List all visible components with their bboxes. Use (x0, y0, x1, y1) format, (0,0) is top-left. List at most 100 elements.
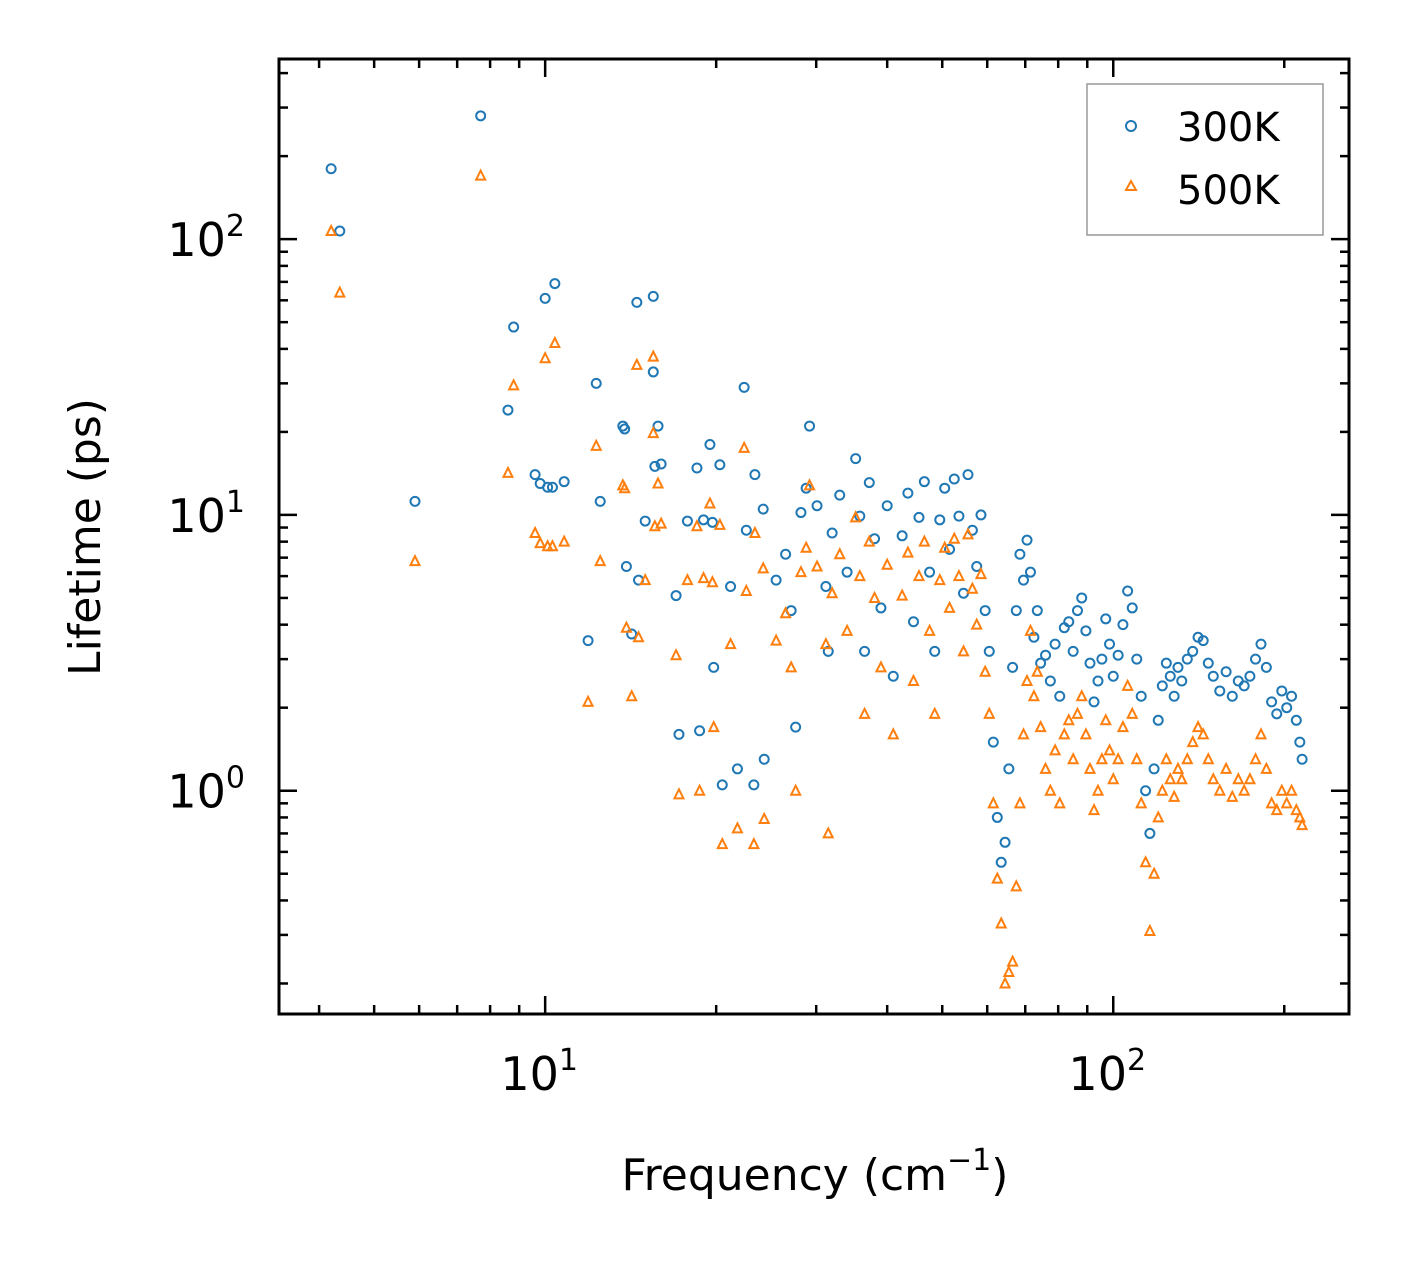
data-point-300k (1160, 657, 1172, 669)
data-point-500k (1013, 796, 1027, 809)
data-point-500k (1116, 719, 1130, 733)
data-point-500k (1275, 783, 1288, 796)
data-point-300k (939, 482, 951, 494)
data-point-300k (582, 635, 594, 647)
data-point-300k (780, 548, 792, 560)
data-point-500k (1017, 727, 1030, 740)
data-point-500k (1062, 713, 1075, 726)
data-point-300k (944, 543, 956, 555)
data-point-300k (913, 511, 925, 523)
data-point-500k (1226, 789, 1239, 802)
data-point-300k (983, 645, 995, 657)
data-point-300k (1281, 702, 1293, 714)
data-point-300k (1067, 645, 1079, 657)
data-point-300k (929, 645, 941, 657)
data-point-300k (1100, 613, 1112, 625)
data-point-300k (1250, 653, 1262, 665)
data-point-500k (1002, 964, 1015, 978)
data-point-300k (708, 661, 720, 673)
data-point-500k (630, 357, 643, 370)
data-point-500k (966, 581, 979, 594)
data-point-500k (1171, 761, 1185, 774)
data-point-300k (1172, 661, 1184, 673)
data-point-300k (918, 476, 930, 488)
data-point-500k (1143, 923, 1156, 936)
data-point-500k (779, 606, 792, 619)
data-point-500k (1219, 761, 1233, 774)
data-point-300k (549, 278, 561, 290)
legend-marker-500k (1124, 178, 1138, 191)
data-point-300k (558, 476, 570, 488)
data-point-500k (1075, 689, 1088, 702)
data-point-500k (1156, 783, 1169, 796)
data-point-500k (731, 821, 744, 834)
data-point-500k (1006, 954, 1019, 967)
data-point-500k (681, 572, 694, 586)
data-point-300k (1049, 638, 1061, 650)
data-point-300k (834, 489, 846, 501)
data-point-300k (1207, 670, 1219, 682)
data-point-500k (474, 168, 487, 181)
data-point-300k (881, 500, 893, 512)
data-point-500k (706, 575, 719, 588)
data-point-300k (1144, 827, 1156, 839)
data-point-300k (1197, 635, 1209, 647)
data-point-300k (820, 581, 832, 593)
data-point-300k (875, 602, 887, 614)
data-point-300k (681, 515, 693, 527)
data-point-500k (1232, 772, 1245, 785)
data-point-500k (690, 518, 704, 532)
data-point-300k (999, 836, 1011, 848)
data-point-500k (758, 811, 771, 824)
data-point-300k (409, 495, 421, 507)
data-point-300k (1135, 690, 1147, 702)
data-point-500k (794, 564, 808, 578)
data-point-300k (975, 509, 987, 521)
data-point-500k (716, 836, 729, 850)
data-point-300k (1117, 619, 1129, 631)
data-point-300k (1092, 675, 1104, 687)
data-point-300k (979, 605, 991, 617)
data-point-500k (707, 719, 720, 733)
data-point-500k (1039, 761, 1052, 774)
data-point-500k (740, 583, 753, 596)
data-point-500k (952, 568, 966, 582)
data-point-500k (1164, 772, 1177, 785)
data-point-300k (673, 728, 685, 740)
data-point-300k (325, 163, 337, 175)
data-point-500k (558, 534, 571, 547)
data-point-500k (1152, 810, 1165, 823)
data-point-500k (713, 517, 726, 530)
data-point-300k (1076, 592, 1088, 604)
data-point-500k (590, 438, 603, 451)
data-point-500k (881, 557, 894, 570)
data-point-500k (1285, 783, 1298, 796)
data-point-300k (1088, 696, 1100, 708)
data-point-300k (725, 581, 737, 593)
data-point-500k (1079, 727, 1093, 740)
data-point-500k (1186, 734, 1199, 748)
data-point-500k (1053, 796, 1066, 809)
data-point-300k (804, 420, 816, 432)
data-point-300k (502, 404, 514, 416)
y-tick-label: 100 (167, 761, 245, 819)
data-point-300k (748, 779, 760, 791)
data-point-300k (1276, 685, 1288, 697)
data-point-300k (542, 481, 554, 493)
data-point-500k (868, 590, 881, 603)
data-point-300k (738, 381, 750, 393)
data-point-500k (979, 664, 992, 677)
data-point-300k (1181, 653, 1193, 665)
data-point-300k (995, 856, 1007, 868)
data-point-500k (1191, 719, 1205, 733)
data-point-500k (748, 525, 762, 538)
data-point-300k (1040, 649, 1052, 661)
data-point-300k (770, 574, 782, 586)
data-point-500k (548, 335, 561, 349)
data-point-500k (651, 476, 665, 489)
data-point-300k (546, 481, 558, 493)
data-point-500k (1020, 673, 1034, 686)
plot-frame (277, 57, 1351, 1016)
data-point-300k (896, 530, 908, 542)
data-point-300k (811, 500, 823, 512)
